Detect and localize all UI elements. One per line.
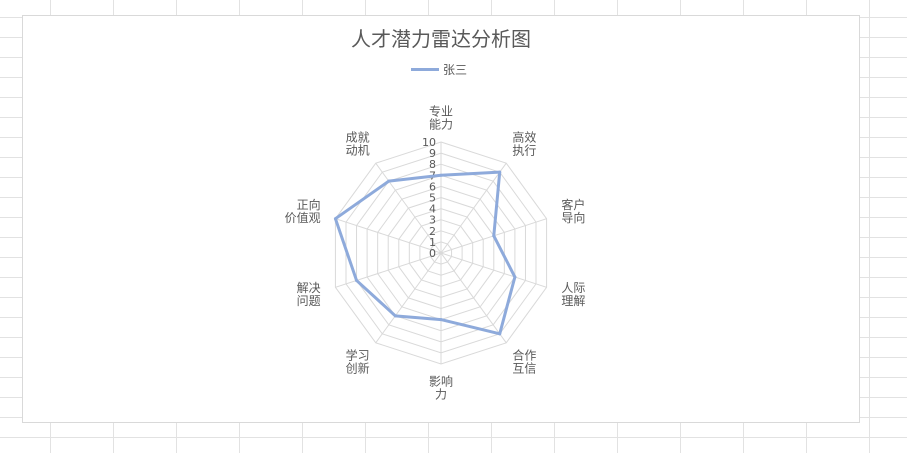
grid-spoke	[440, 252, 507, 344]
category-label: 专业能力	[429, 104, 453, 132]
tick-label: 1	[429, 236, 436, 249]
legend[interactable]: 张三	[411, 61, 467, 78]
category-label: 客户导向	[561, 197, 585, 225]
grid-spoke	[440, 252, 547, 288]
series-line[interactable]	[333, 170, 517, 336]
legend-label: 张三	[443, 63, 468, 77]
grid-spoke	[335, 218, 442, 254]
data-point[interactable]	[498, 170, 502, 174]
tick-label: 2	[429, 225, 436, 238]
category-label: 合作互信	[512, 348, 536, 376]
data-point[interactable]	[492, 234, 496, 238]
series-layer	[333, 170, 517, 336]
category-label: 影响力	[429, 374, 453, 402]
data-point[interactable]	[333, 217, 337, 221]
grid-spoke	[335, 252, 442, 288]
category-label: 高效执行	[512, 129, 536, 157]
tick-label: 4	[429, 203, 436, 216]
tick-label: 10	[422, 136, 436, 149]
category-label: 正向价值观	[285, 197, 321, 225]
grid-spoke	[375, 252, 442, 344]
chart-area[interactable]: 人才潜力雷达分析图 张三 0 1 2 3 4 5 6 7 8 9 10 专业能力 高效执行 客户导向 人际…	[22, 15, 860, 423]
category-label: 成就动机	[346, 130, 370, 157]
data-point[interactable]	[439, 318, 443, 322]
data-point[interactable]	[393, 314, 397, 318]
grid-spoke	[375, 162, 442, 254]
tick-label: 3	[429, 214, 436, 227]
data-point[interactable]	[355, 278, 359, 282]
grid-spoke	[440, 162, 507, 254]
tick-label: 6	[429, 180, 436, 193]
legend-line-icon	[411, 68, 439, 71]
category-label: 人际理解	[561, 281, 585, 308]
data-point[interactable]	[498, 332, 502, 336]
data-point[interactable]	[513, 275, 517, 279]
data-point[interactable]	[387, 179, 391, 183]
tick-label: 5	[429, 192, 436, 205]
tick-label: 8	[429, 158, 436, 171]
tick-label: 9	[429, 147, 436, 160]
chart-title: 人才潜力雷达分析图	[351, 27, 531, 51]
category-label: 学习创新	[346, 348, 370, 376]
category-label: 解决问题	[297, 281, 321, 308]
tick-label: 0	[429, 247, 436, 260]
data-point[interactable]	[439, 173, 443, 177]
